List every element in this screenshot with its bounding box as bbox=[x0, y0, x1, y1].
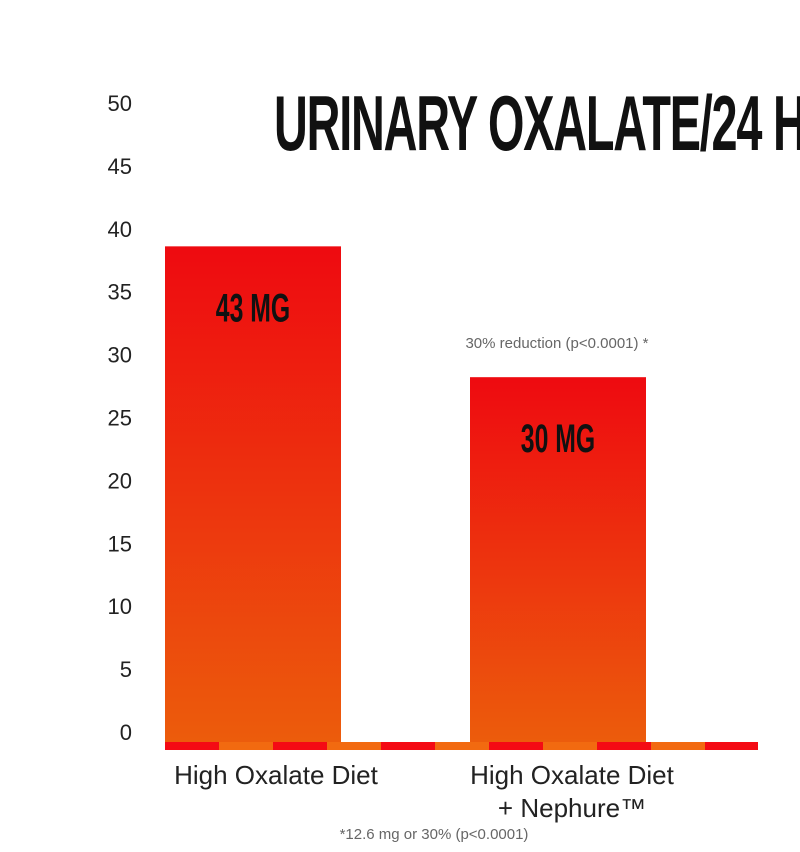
bar bbox=[165, 246, 341, 742]
baseline-segment bbox=[435, 742, 489, 750]
bar-data-label: 43 MG bbox=[216, 286, 290, 330]
baseline-segment bbox=[381, 742, 435, 750]
y-tick-label: 20 bbox=[108, 468, 132, 493]
y-tick-label: 0 bbox=[120, 720, 132, 745]
y-tick-label: 50 bbox=[108, 91, 132, 116]
y-tick-label: 40 bbox=[108, 217, 132, 242]
x-category-label: High Oxalate Diet bbox=[174, 760, 379, 790]
bar-data-label: 30 MG bbox=[521, 417, 595, 461]
baseline-segment bbox=[597, 742, 651, 750]
reduction-annotation: 30% reduction (p<0.0001) * bbox=[465, 335, 648, 352]
baseline-segment bbox=[651, 742, 705, 750]
baseline-segment bbox=[273, 742, 327, 750]
baseline-segment bbox=[543, 742, 597, 750]
y-tick-label: 45 bbox=[108, 154, 132, 179]
bar bbox=[470, 377, 646, 742]
footnote: *12.6 mg or 30% (p<0.0001) bbox=[340, 826, 529, 843]
baseline-segment bbox=[705, 742, 758, 750]
baseline-segment bbox=[489, 742, 543, 750]
y-tick-label: 15 bbox=[108, 531, 132, 556]
bars: 43 MG 30 MG bbox=[165, 246, 646, 742]
y-tick-label: 5 bbox=[120, 657, 132, 682]
x-category-label: + Nephure™ bbox=[498, 793, 646, 823]
y-tick-label: 30 bbox=[108, 343, 132, 368]
baseline-segment bbox=[165, 742, 219, 750]
y-axis: 0 5 10 15 20 25 30 35 40 45 50 bbox=[108, 91, 132, 745]
y-tick-label: 35 bbox=[108, 280, 132, 305]
baseline-segment bbox=[327, 742, 381, 750]
baseline-segment bbox=[219, 742, 273, 750]
baseline-stripe bbox=[165, 742, 758, 750]
y-tick-label: 10 bbox=[108, 594, 132, 619]
x-axis: High Oxalate Diet High Oxalate Diet+ Neph… bbox=[174, 760, 675, 823]
x-category-label: High Oxalate Diet bbox=[470, 760, 675, 790]
y-tick-label: 25 bbox=[108, 406, 132, 431]
